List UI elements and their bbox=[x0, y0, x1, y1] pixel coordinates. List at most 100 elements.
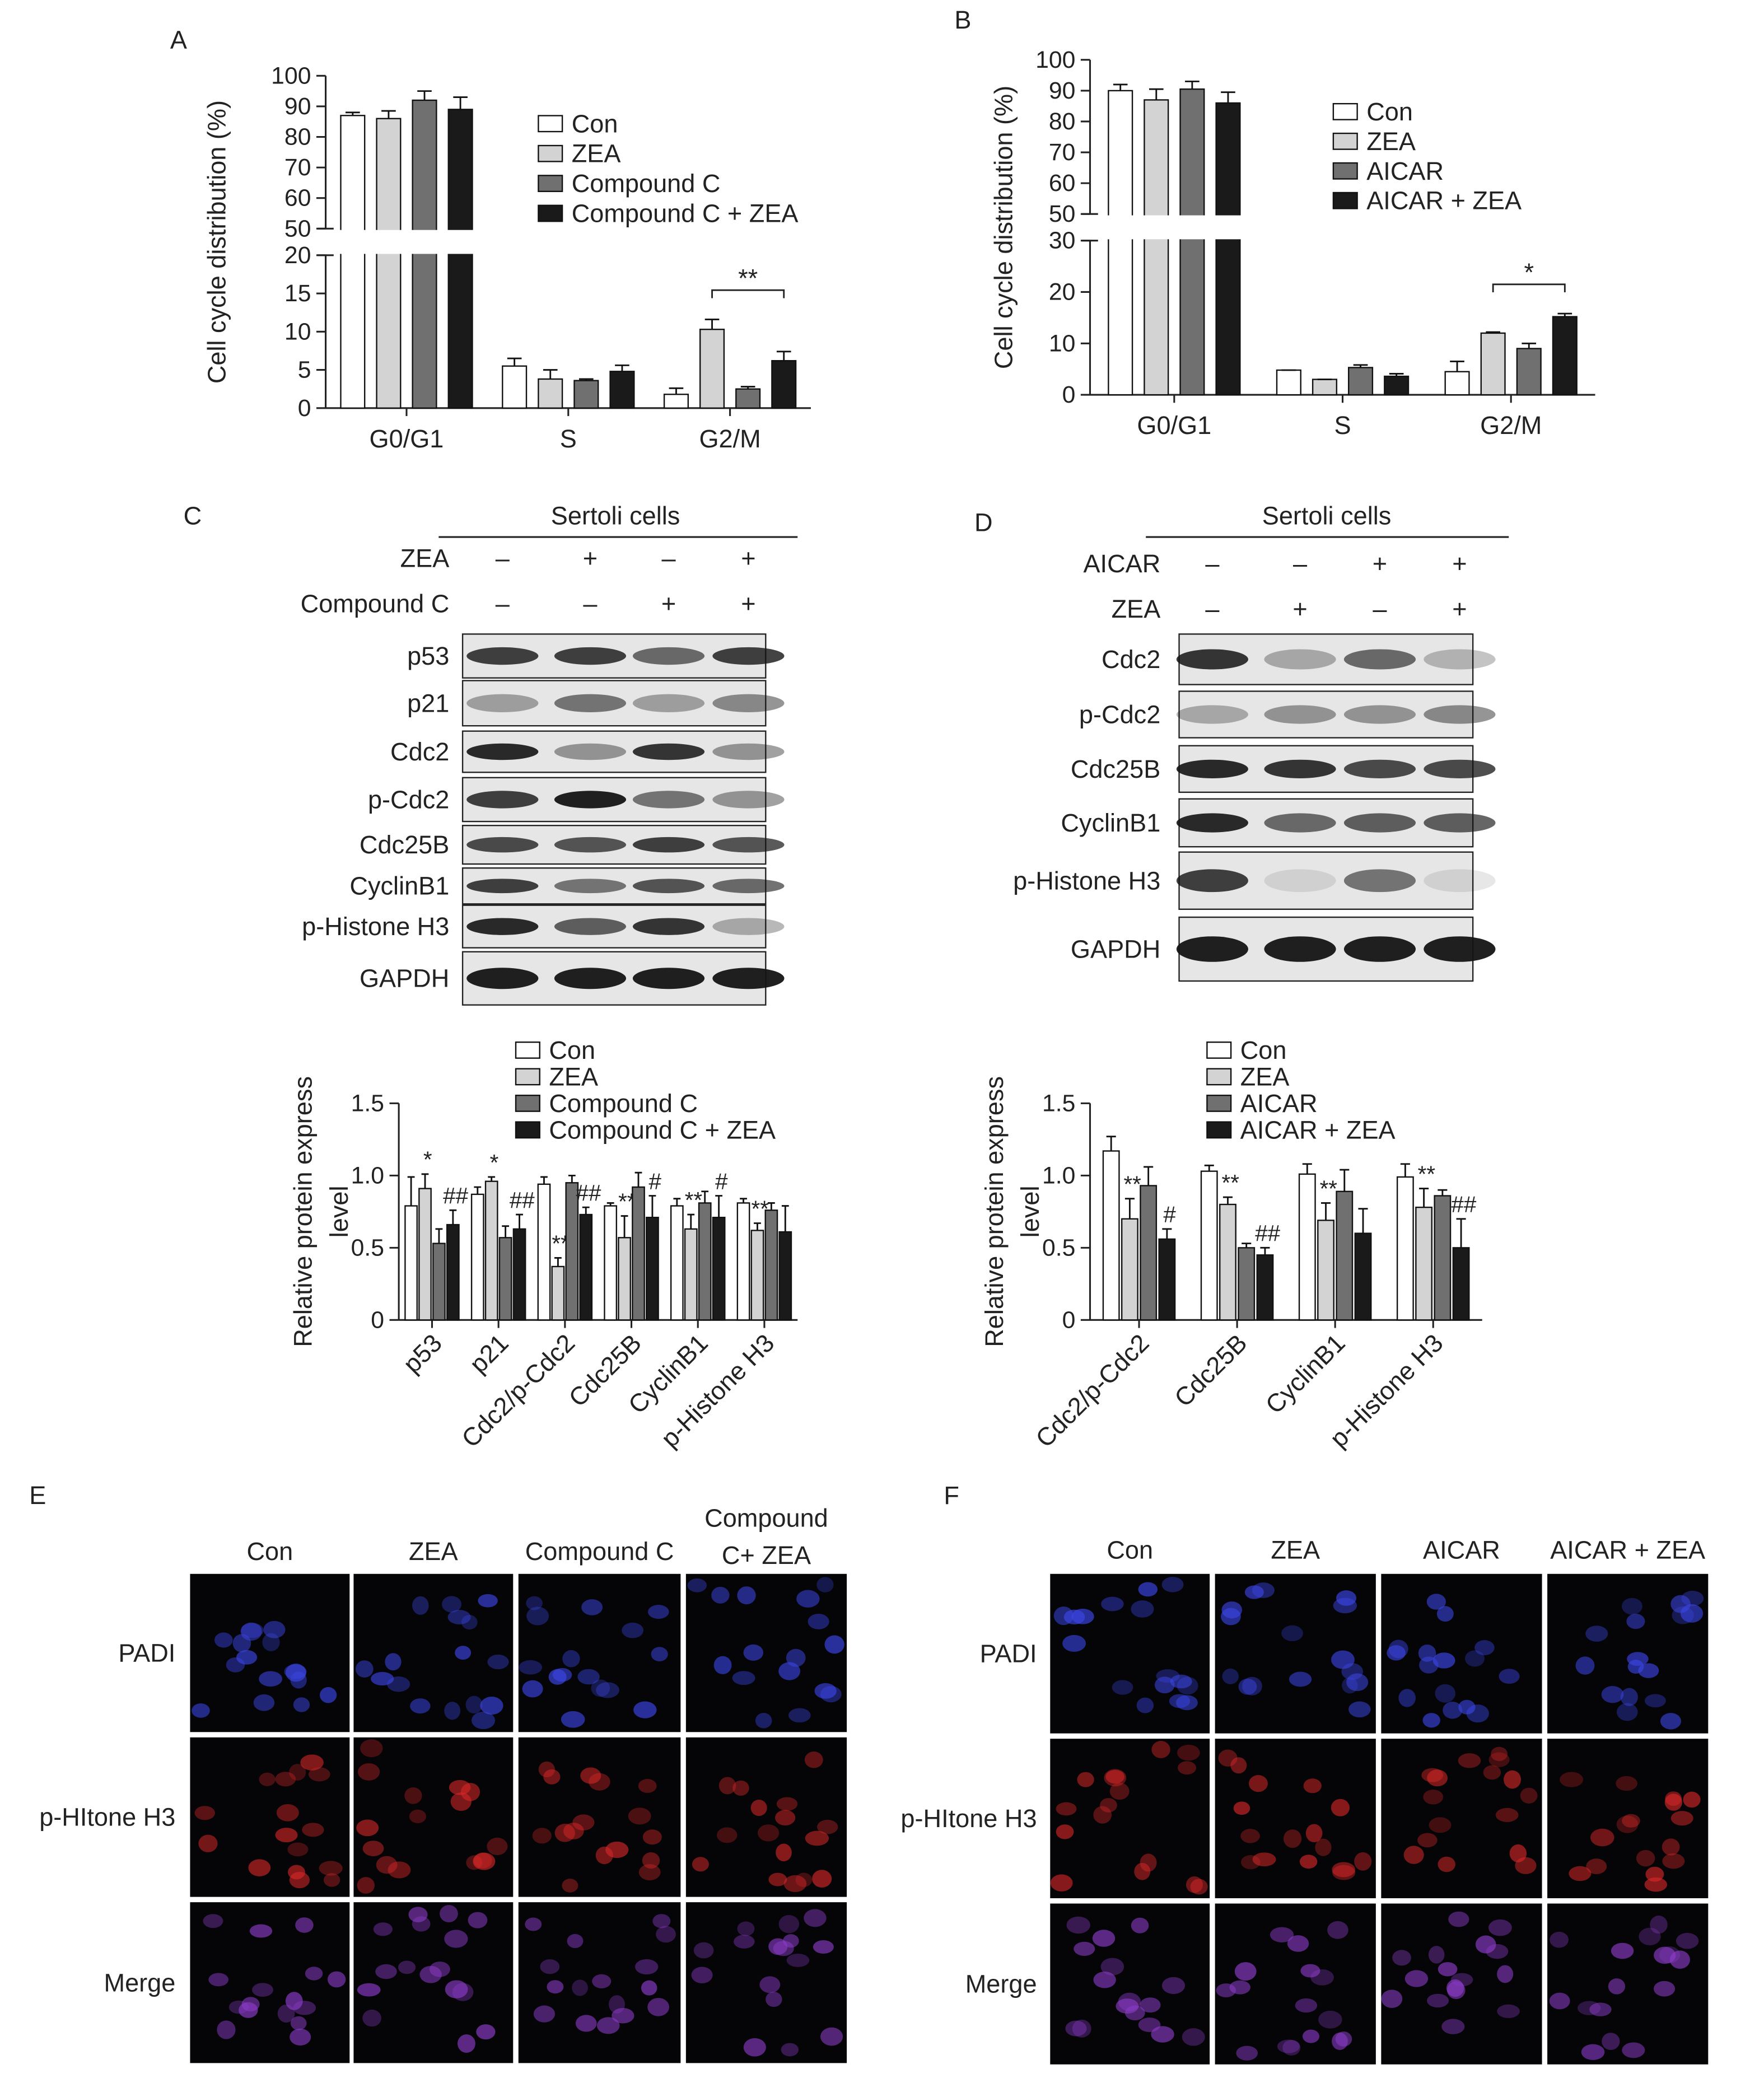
y-tick-label: 80 bbox=[1049, 108, 1076, 135]
error-bar bbox=[421, 1173, 429, 1189]
column-header: AICAR bbox=[1423, 1536, 1500, 1564]
nucleus bbox=[409, 1809, 427, 1824]
bar bbox=[412, 99, 437, 409]
significance-label: * bbox=[423, 1147, 432, 1173]
nucleus bbox=[1077, 1772, 1094, 1787]
nucleus bbox=[1282, 2039, 1301, 2056]
nucleus bbox=[1151, 1741, 1170, 1758]
legend-swatch bbox=[1206, 1041, 1232, 1059]
column-header: Compound bbox=[704, 1504, 828, 1533]
row-label: p-HItone H3 bbox=[900, 1804, 1037, 1833]
nucleus bbox=[1428, 1946, 1445, 1964]
legend-swatch bbox=[1332, 102, 1358, 120]
nucleus bbox=[687, 1578, 707, 1592]
nucleus bbox=[1348, 1701, 1371, 1718]
nucleus bbox=[1670, 1811, 1693, 1826]
nucleus bbox=[1072, 2019, 1091, 2038]
blot-band bbox=[1343, 759, 1416, 778]
nucleus bbox=[1154, 1676, 1175, 1694]
nucleus bbox=[581, 1599, 603, 1615]
nucleus bbox=[1515, 1857, 1537, 1874]
nucleus bbox=[1315, 1838, 1332, 1856]
bar bbox=[1552, 316, 1578, 396]
bar bbox=[684, 1228, 698, 1321]
nucleus bbox=[622, 1622, 644, 1638]
blot-band bbox=[1343, 813, 1416, 833]
bar bbox=[404, 1205, 418, 1321]
column-header: C+ ZEA bbox=[722, 1541, 811, 1570]
error-bar bbox=[615, 364, 629, 372]
nucleus bbox=[1354, 1852, 1372, 1871]
nucleus bbox=[786, 1953, 810, 1967]
nucleus bbox=[1590, 1828, 1614, 1847]
y-tick-label: 70 bbox=[284, 154, 311, 181]
blot-band bbox=[1264, 869, 1336, 893]
nucleus bbox=[1581, 2044, 1605, 2060]
blot-band bbox=[554, 837, 627, 853]
significance-label: ** bbox=[1123, 1171, 1141, 1197]
error-bar bbox=[582, 1206, 590, 1215]
nucleus bbox=[1497, 2004, 1520, 2019]
panel-letter: F bbox=[944, 1481, 959, 1510]
blot-band bbox=[1264, 813, 1336, 833]
nucleus bbox=[1177, 1761, 1197, 1775]
y-tick-label: 100 bbox=[271, 62, 311, 89]
y-tick-label: 0.5 bbox=[351, 1234, 384, 1261]
nucleus bbox=[768, 1872, 787, 1886]
y-tick-label: 0 bbox=[298, 395, 311, 422]
significance-bracket bbox=[711, 289, 785, 298]
nucleus bbox=[241, 1997, 260, 2012]
nucleus bbox=[440, 1905, 458, 1923]
nucleus bbox=[1327, 1921, 1348, 1939]
nucleus bbox=[355, 1660, 374, 1678]
legend-label: Con bbox=[1240, 1036, 1287, 1064]
nucleus bbox=[718, 1777, 736, 1795]
treatment-sign: + bbox=[741, 589, 755, 618]
nucleus bbox=[320, 1687, 337, 1703]
blot-band bbox=[554, 647, 627, 665]
row-label: PADI bbox=[980, 1640, 1037, 1668]
error-bar bbox=[687, 1213, 695, 1229]
blot-band bbox=[1424, 705, 1496, 724]
nucleus bbox=[1388, 1640, 1408, 1659]
nucleus bbox=[1422, 1713, 1440, 1728]
blot-band bbox=[466, 837, 539, 853]
nucleus bbox=[575, 2015, 597, 2032]
nucleus bbox=[638, 1779, 657, 1793]
nucleus bbox=[1602, 2033, 1620, 2051]
column-header: ZEA bbox=[409, 1537, 458, 1566]
nucleus bbox=[1252, 1852, 1276, 1867]
nucleus bbox=[388, 1861, 411, 1879]
nucleus bbox=[1495, 1808, 1519, 1822]
error-bar bbox=[488, 1176, 496, 1181]
x-tick-label: S bbox=[1334, 411, 1351, 440]
column-header: ZEA bbox=[1271, 1536, 1320, 1564]
nucleus bbox=[716, 1827, 738, 1843]
nucleus bbox=[1427, 1993, 1449, 2008]
nucleus bbox=[778, 1914, 800, 1933]
nucleus bbox=[1475, 1935, 1496, 1954]
nucleus bbox=[276, 1804, 299, 1822]
nucleus bbox=[808, 1613, 829, 1629]
nucleus bbox=[1650, 1915, 1668, 1934]
nucleus bbox=[487, 1654, 509, 1670]
error-bar bbox=[579, 378, 594, 381]
nucleus bbox=[194, 1806, 216, 1820]
nucleus bbox=[290, 2016, 307, 2030]
blot-band bbox=[712, 837, 785, 853]
blot-band bbox=[1176, 649, 1248, 670]
nucleus bbox=[633, 1701, 657, 1718]
y-tick-label: 20 bbox=[284, 242, 311, 269]
y-tick-label: 50 bbox=[284, 215, 311, 242]
treatment-sign: + bbox=[661, 589, 676, 618]
bar bbox=[604, 1205, 618, 1321]
nucleus bbox=[651, 1647, 668, 1662]
error-bar bbox=[507, 357, 522, 366]
significance-bracket bbox=[1492, 283, 1566, 293]
blot-band bbox=[554, 968, 627, 989]
error-bar bbox=[669, 387, 684, 395]
bar bbox=[1348, 367, 1374, 396]
nucleus bbox=[1295, 1998, 1318, 2013]
row-label: p-HItone H3 bbox=[39, 1803, 175, 1832]
nucleus bbox=[1676, 1932, 1699, 1949]
